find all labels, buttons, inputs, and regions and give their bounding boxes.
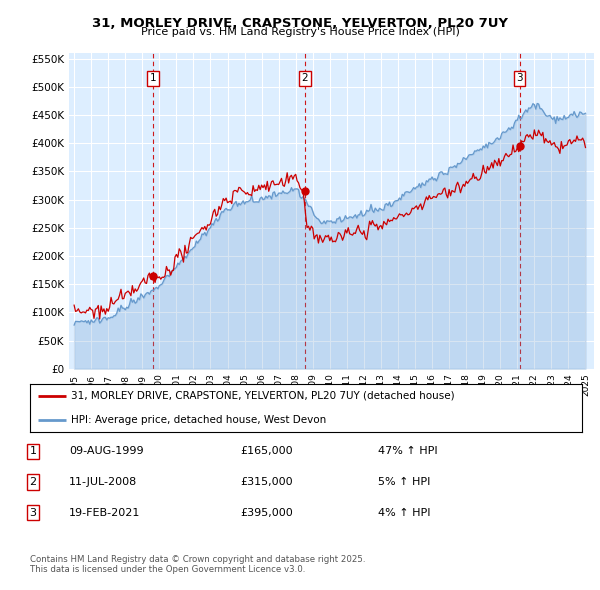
Text: 2: 2 [301, 73, 308, 83]
Text: £395,000: £395,000 [240, 508, 293, 517]
Text: HPI: Average price, detached house, West Devon: HPI: Average price, detached house, West… [71, 415, 326, 425]
Text: Price paid vs. HM Land Registry's House Price Index (HPI): Price paid vs. HM Land Registry's House … [140, 27, 460, 37]
Text: 31, MORLEY DRIVE, CRAPSTONE, YELVERTON, PL20 7UY: 31, MORLEY DRIVE, CRAPSTONE, YELVERTON, … [92, 17, 508, 30]
Text: £165,000: £165,000 [240, 447, 293, 456]
Text: 31, MORLEY DRIVE, CRAPSTONE, YELVERTON, PL20 7UY (detached house): 31, MORLEY DRIVE, CRAPSTONE, YELVERTON, … [71, 391, 455, 401]
Text: 09-AUG-1999: 09-AUG-1999 [69, 447, 143, 456]
Text: 3: 3 [29, 508, 37, 517]
Text: 3: 3 [516, 73, 523, 83]
Text: 5% ↑ HPI: 5% ↑ HPI [378, 477, 430, 487]
Text: 11-JUL-2008: 11-JUL-2008 [69, 477, 137, 487]
Text: Contains HM Land Registry data © Crown copyright and database right 2025.
This d: Contains HM Land Registry data © Crown c… [30, 555, 365, 574]
Text: £315,000: £315,000 [240, 477, 293, 487]
Text: 1: 1 [149, 73, 156, 83]
Text: 19-FEB-2021: 19-FEB-2021 [69, 508, 140, 517]
Text: 47% ↑ HPI: 47% ↑ HPI [378, 447, 437, 456]
Text: 4% ↑ HPI: 4% ↑ HPI [378, 508, 431, 517]
Text: 1: 1 [29, 447, 37, 456]
Text: 2: 2 [29, 477, 37, 487]
